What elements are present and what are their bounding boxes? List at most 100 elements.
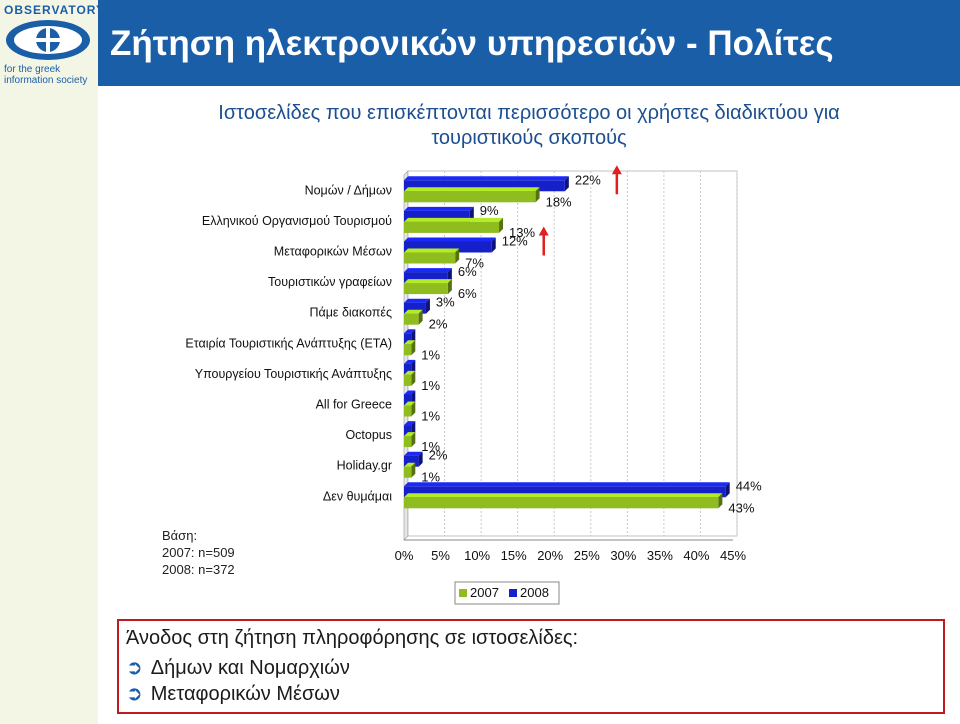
- bar-top-face: [404, 176, 569, 181]
- bar-side-face: [564, 176, 569, 192]
- bar-side-face: [411, 340, 416, 356]
- chart-subtitle: Ιστοσελίδες που επισκέπτονται περισσότερ…: [98, 101, 960, 151]
- x-tick-label: 40%: [683, 548, 709, 563]
- conclusion-item: ➲ Δήμων και Νομαρχιών: [126, 655, 350, 680]
- legend-box: [454, 581, 560, 605]
- data-label-2007: 7%: [465, 256, 484, 271]
- x-tick-label: 10%: [464, 548, 490, 563]
- bar-side-face: [447, 279, 452, 295]
- bar-front-face: [404, 180, 565, 192]
- data-label-2007: 1%: [421, 378, 440, 393]
- bar-side-face: [491, 237, 496, 253]
- conclusion-item-text: Μεταφορικών Μέσων: [150, 683, 340, 705]
- bar-front-face: [404, 241, 492, 253]
- bar-top-face: [404, 482, 730, 487]
- bar-2008: [404, 298, 430, 314]
- x-tick-label: 35%: [647, 548, 673, 563]
- category-label: Τουριστικών γραφείων: [268, 275, 392, 289]
- data-label-2008: 9%: [480, 203, 499, 218]
- bar-front-face: [404, 455, 419, 467]
- subtitle-line-1: Ιστοσελίδες που επισκέπτονται περισσότερ…: [218, 102, 840, 124]
- bar-top-face: [404, 309, 423, 314]
- bar-top-face: [404, 370, 416, 375]
- logo-tagline-1: for the greek: [4, 64, 61, 75]
- bar-side-face: [718, 493, 723, 509]
- increase-arrowhead-icon: [611, 165, 622, 175]
- data-label-2007: 18%: [546, 194, 572, 209]
- bar-2008: [404, 451, 423, 467]
- category-label: All for Greece: [316, 398, 392, 412]
- bar-top-face: [404, 390, 416, 395]
- data-label-2008: 3%: [436, 295, 455, 310]
- conclusion-item-text: Δήμων και Νομαρχιών: [150, 657, 350, 679]
- bar-top-face: [404, 401, 416, 406]
- bar-front-face: [404, 344, 412, 356]
- bar-top-face: [404, 359, 416, 364]
- header-bar: [98, 0, 960, 86]
- bar-top-face: [404, 217, 504, 222]
- bar-front-face: [404, 252, 456, 264]
- bar-front-face: [404, 283, 448, 295]
- bar-2008: [404, 237, 496, 253]
- bar-side-face: [411, 432, 416, 448]
- bar-side-face: [725, 482, 730, 498]
- bar-top-face: [404, 268, 452, 273]
- data-label-2007: 2%: [429, 317, 448, 332]
- x-tick-label: 5%: [431, 548, 450, 563]
- bar-2007: [404, 401, 416, 417]
- logo-wordmark: OBSERVATORY: [4, 3, 106, 17]
- subtitle-line-2: τουριστικούς σκοπούς: [431, 127, 627, 149]
- bar-front-face: [404, 272, 448, 284]
- bar-top-face: [404, 493, 723, 498]
- x-tick-label: 20%: [537, 548, 563, 563]
- bar-2007: [404, 279, 452, 295]
- category-label: Octopus: [345, 428, 392, 442]
- bar-2007: [404, 309, 423, 325]
- data-label-2008: 22%: [575, 172, 601, 187]
- bar-front-face: [404, 405, 412, 417]
- bar-top-face: [404, 279, 452, 284]
- bar-side-face: [499, 217, 504, 233]
- bar-top-face: [404, 298, 430, 303]
- data-label-2007: 1%: [421, 347, 440, 362]
- logo-tagline-2: information society: [4, 75, 88, 86]
- category-label: Μεταφορικών Μέσων: [274, 245, 392, 259]
- base-label: Βάση:: [162, 528, 198, 543]
- base-line-2007: 2007: n=509: [162, 545, 235, 560]
- bullet-arrow-icon: ➲: [126, 683, 143, 705]
- bullet-arrow-icon: ➲: [126, 657, 143, 679]
- bar-front-face: [404, 497, 719, 509]
- bar-front-face: [404, 436, 412, 448]
- chart-legend: 2007 2008: [454, 581, 560, 605]
- bar-front-face: [404, 333, 412, 345]
- bar-top-face: [404, 451, 423, 456]
- observatory-logo: OBSERVATORY for the greek information so…: [0, 0, 104, 86]
- legend-swatch-2007: [459, 589, 467, 597]
- bar-top-face: [404, 248, 460, 253]
- bar-2007: [404, 217, 504, 233]
- bar-2008: [404, 176, 569, 192]
- chart-labels: 0% 5% 10% 15% 20% 25% 30% 35% 40% 45% Νομών / Δήμω…: [185, 165, 762, 563]
- category-label: Υπουργείου Τουριστικής Ανάπτυξης: [195, 367, 392, 381]
- bar-side-face: [411, 370, 416, 386]
- sample-base-note: Βάση: 2007: n=509 2008: n=372: [162, 527, 235, 578]
- data-label-2007: 1%: [421, 439, 440, 454]
- left-decor-strip: [0, 0, 98, 724]
- legend-label-2007: 2007: [470, 585, 499, 600]
- bar-front-face: [404, 425, 412, 437]
- bar-front-face: [404, 302, 426, 314]
- bar-front-face: [404, 191, 536, 203]
- bar-side-face: [425, 298, 430, 314]
- chart-bars: [404, 176, 730, 509]
- bar-front-face: [404, 466, 412, 478]
- x-tick-label: 30%: [610, 548, 636, 563]
- legend-swatch-2008: [509, 589, 517, 597]
- x-tick-label: 0%: [395, 548, 414, 563]
- bar-2007: [404, 370, 416, 386]
- base-line-2008: 2008: n=372: [162, 562, 235, 577]
- category-label: Ελληνικού Οργανισμού Τουρισμού: [202, 214, 392, 228]
- conclusion-box: Άνοδος στη ζήτηση πληροφόρησης σε ιστοσε…: [117, 619, 945, 714]
- data-label-2007: 1%: [421, 409, 440, 424]
- data-label-2008: 44%: [736, 478, 762, 493]
